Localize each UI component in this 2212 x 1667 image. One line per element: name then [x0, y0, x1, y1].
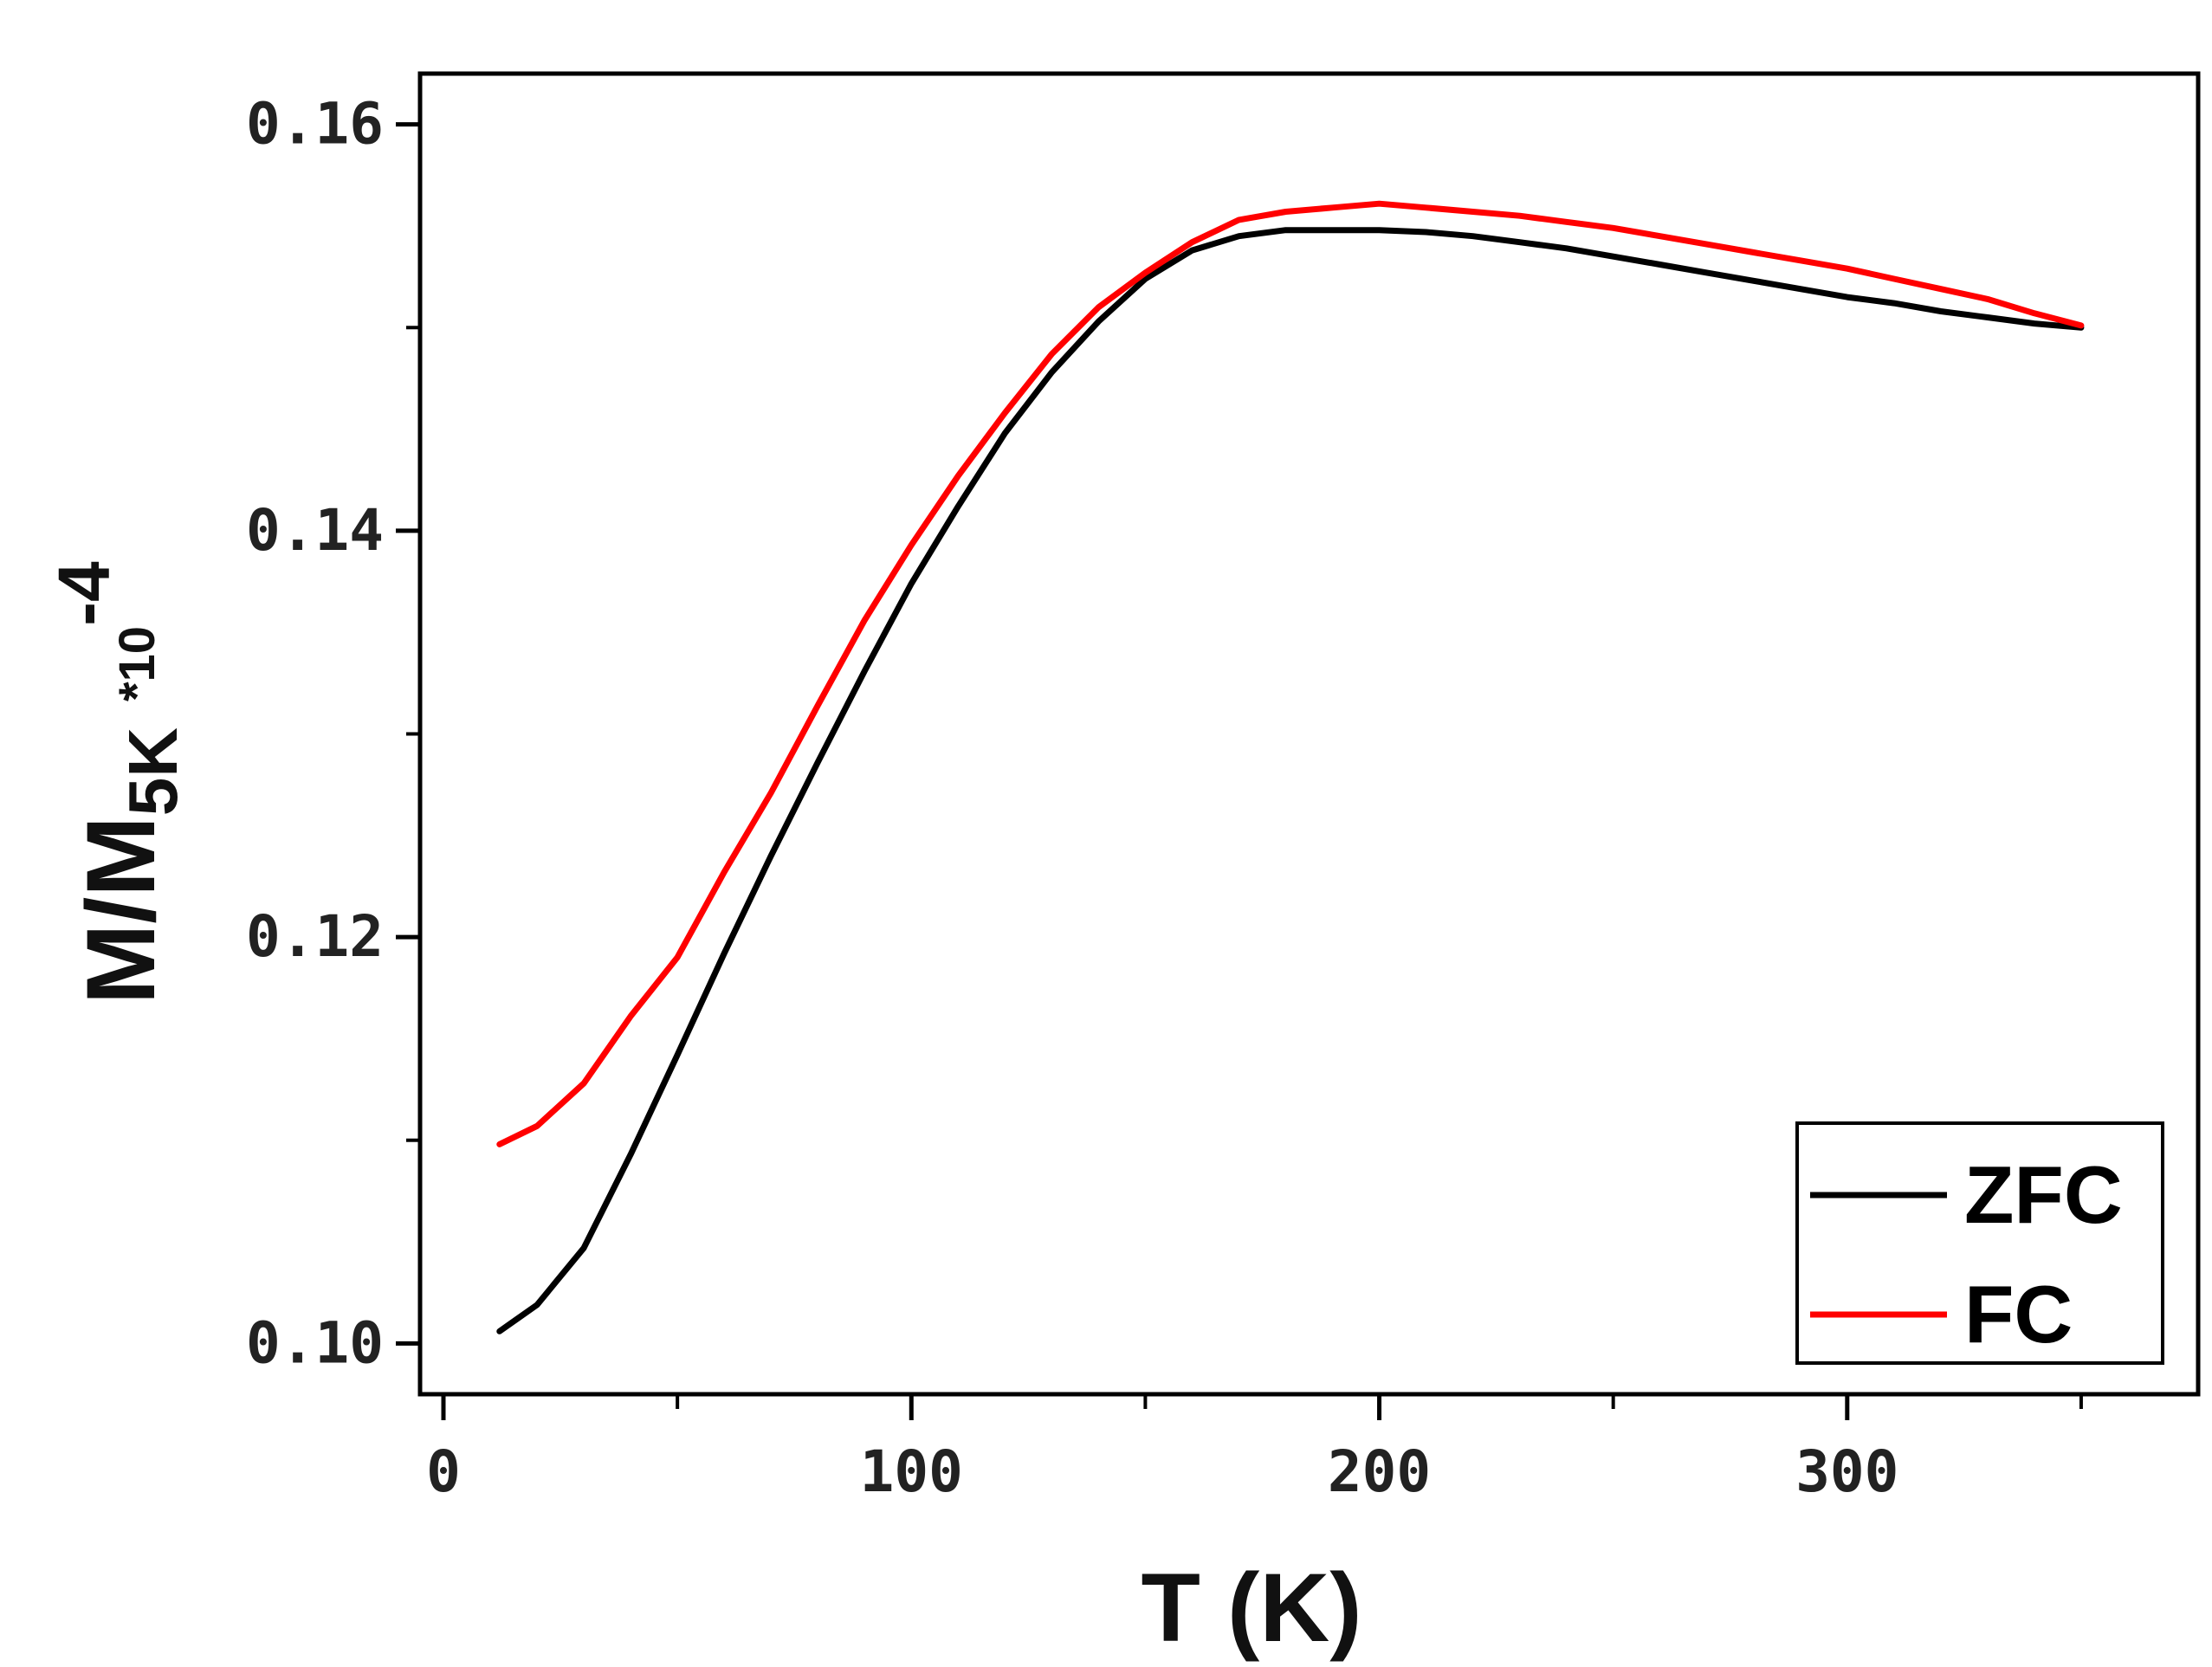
- legend-label-zfc: ZFC: [1964, 1149, 2123, 1240]
- y-axis-title: M/M5K *10-4: [43, 561, 191, 1005]
- x-axis: 0 100 200 300: [426, 1394, 2083, 1505]
- y-axis-title-main: M/M: [67, 816, 175, 1005]
- series-layer: [496, 200, 2085, 1334]
- y-axis: 0.10 0.12 0.14 0.16: [246, 91, 420, 1376]
- x-tick-label: 200: [1328, 1438, 1431, 1505]
- x-tick-label: 300: [1795, 1438, 1898, 1505]
- svg-text:M/M5K*10-4: M/M5K *10-4: [43, 561, 191, 1005]
- x-tick-label: 100: [860, 1438, 963, 1505]
- x-axis-title: T (K): [1141, 1554, 1361, 1662]
- y-axis-title-subscript: 5K: [114, 727, 191, 816]
- y-axis-title-exponent: -4: [43, 561, 125, 626]
- y-tick-label: 0.16: [246, 91, 384, 158]
- y-axis-title-multiplier: *10: [109, 626, 165, 701]
- y-tick-label: 0.10: [246, 1309, 384, 1376]
- y-tick-label: 0.14: [246, 497, 384, 564]
- legend-label-fc: FC: [1964, 1269, 2073, 1360]
- x-tick-label: 0: [426, 1438, 461, 1505]
- series-line-zfc: [496, 227, 2085, 1334]
- legend: ZFC FC: [1795, 1121, 2164, 1365]
- y-tick-label: 0.12: [246, 903, 384, 970]
- series-line-fc: [496, 200, 2085, 1147]
- legend-box: [1795, 1121, 2164, 1365]
